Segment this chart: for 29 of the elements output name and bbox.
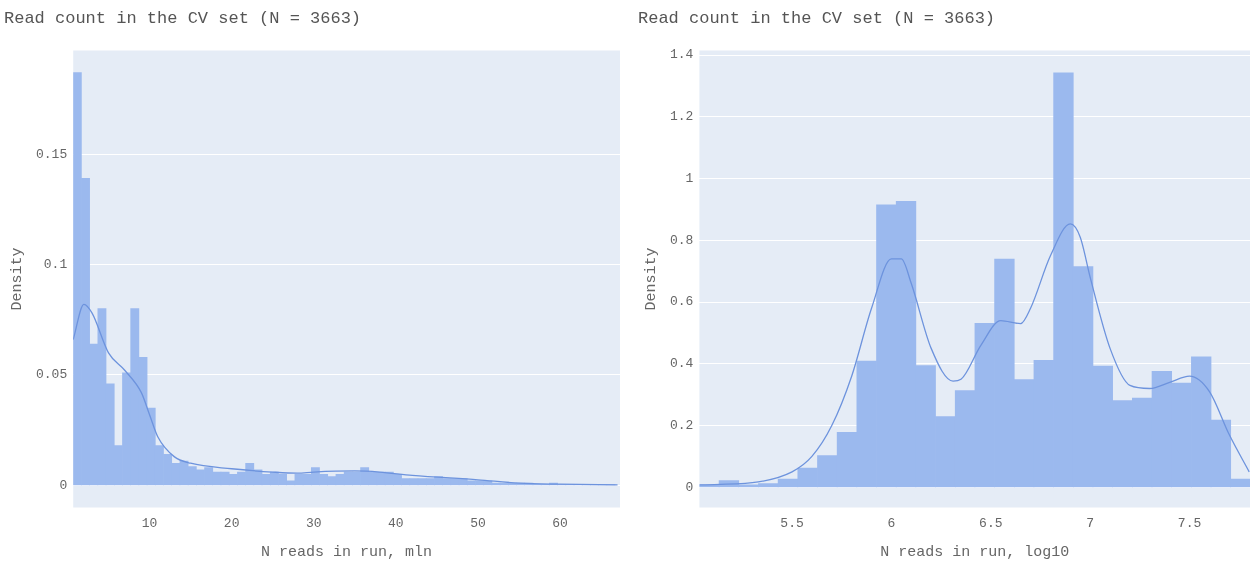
y-tick-label: 0.2 [670, 418, 694, 434]
x-axis-title: N reads in run, log10 [880, 543, 1070, 561]
y-tick-label: 0.8 [670, 232, 694, 248]
x-axis-title: N reads in run, mln [261, 543, 433, 561]
x-tick-label: 6 [887, 515, 896, 531]
x-tick-label: 60 [552, 515, 568, 531]
x-tick-label: 50 [470, 515, 486, 531]
x-tick-label: 7 [1086, 515, 1095, 531]
x-tick-label: 10 [141, 515, 158, 531]
x-tick-label: 20 [223, 515, 240, 531]
y-tick-label: 0.15 [35, 146, 68, 162]
x-tick-label: 6.5 [979, 515, 1003, 531]
y-axis-title: Density [8, 247, 26, 311]
x-tick-label: 7.5 [1177, 515, 1202, 531]
y-tick-label: 0.05 [35, 367, 68, 383]
y-tick-label: 0 [685, 479, 694, 495]
x-tick-label: 5.5 [780, 515, 804, 531]
y-tick-label: 1.4 [670, 47, 694, 63]
x-tick-label: 30 [305, 515, 322, 531]
y-tick-label: 0.4 [670, 356, 694, 372]
chart-title: Read count in the CV set (N = 3663) [4, 8, 362, 28]
y-axis-title: Density [642, 247, 660, 311]
y-tick-label: 1 [685, 170, 694, 186]
y-tick-label: 1.2 [670, 109, 694, 125]
y-tick-label: 0 [59, 477, 68, 493]
chart-title: Read count in the CV set (N = 3663) [638, 8, 996, 28]
x-tick-label: 40 [388, 515, 404, 531]
y-tick-label: 0.6 [670, 294, 694, 310]
y-tick-label: 0.1 [43, 256, 68, 272]
